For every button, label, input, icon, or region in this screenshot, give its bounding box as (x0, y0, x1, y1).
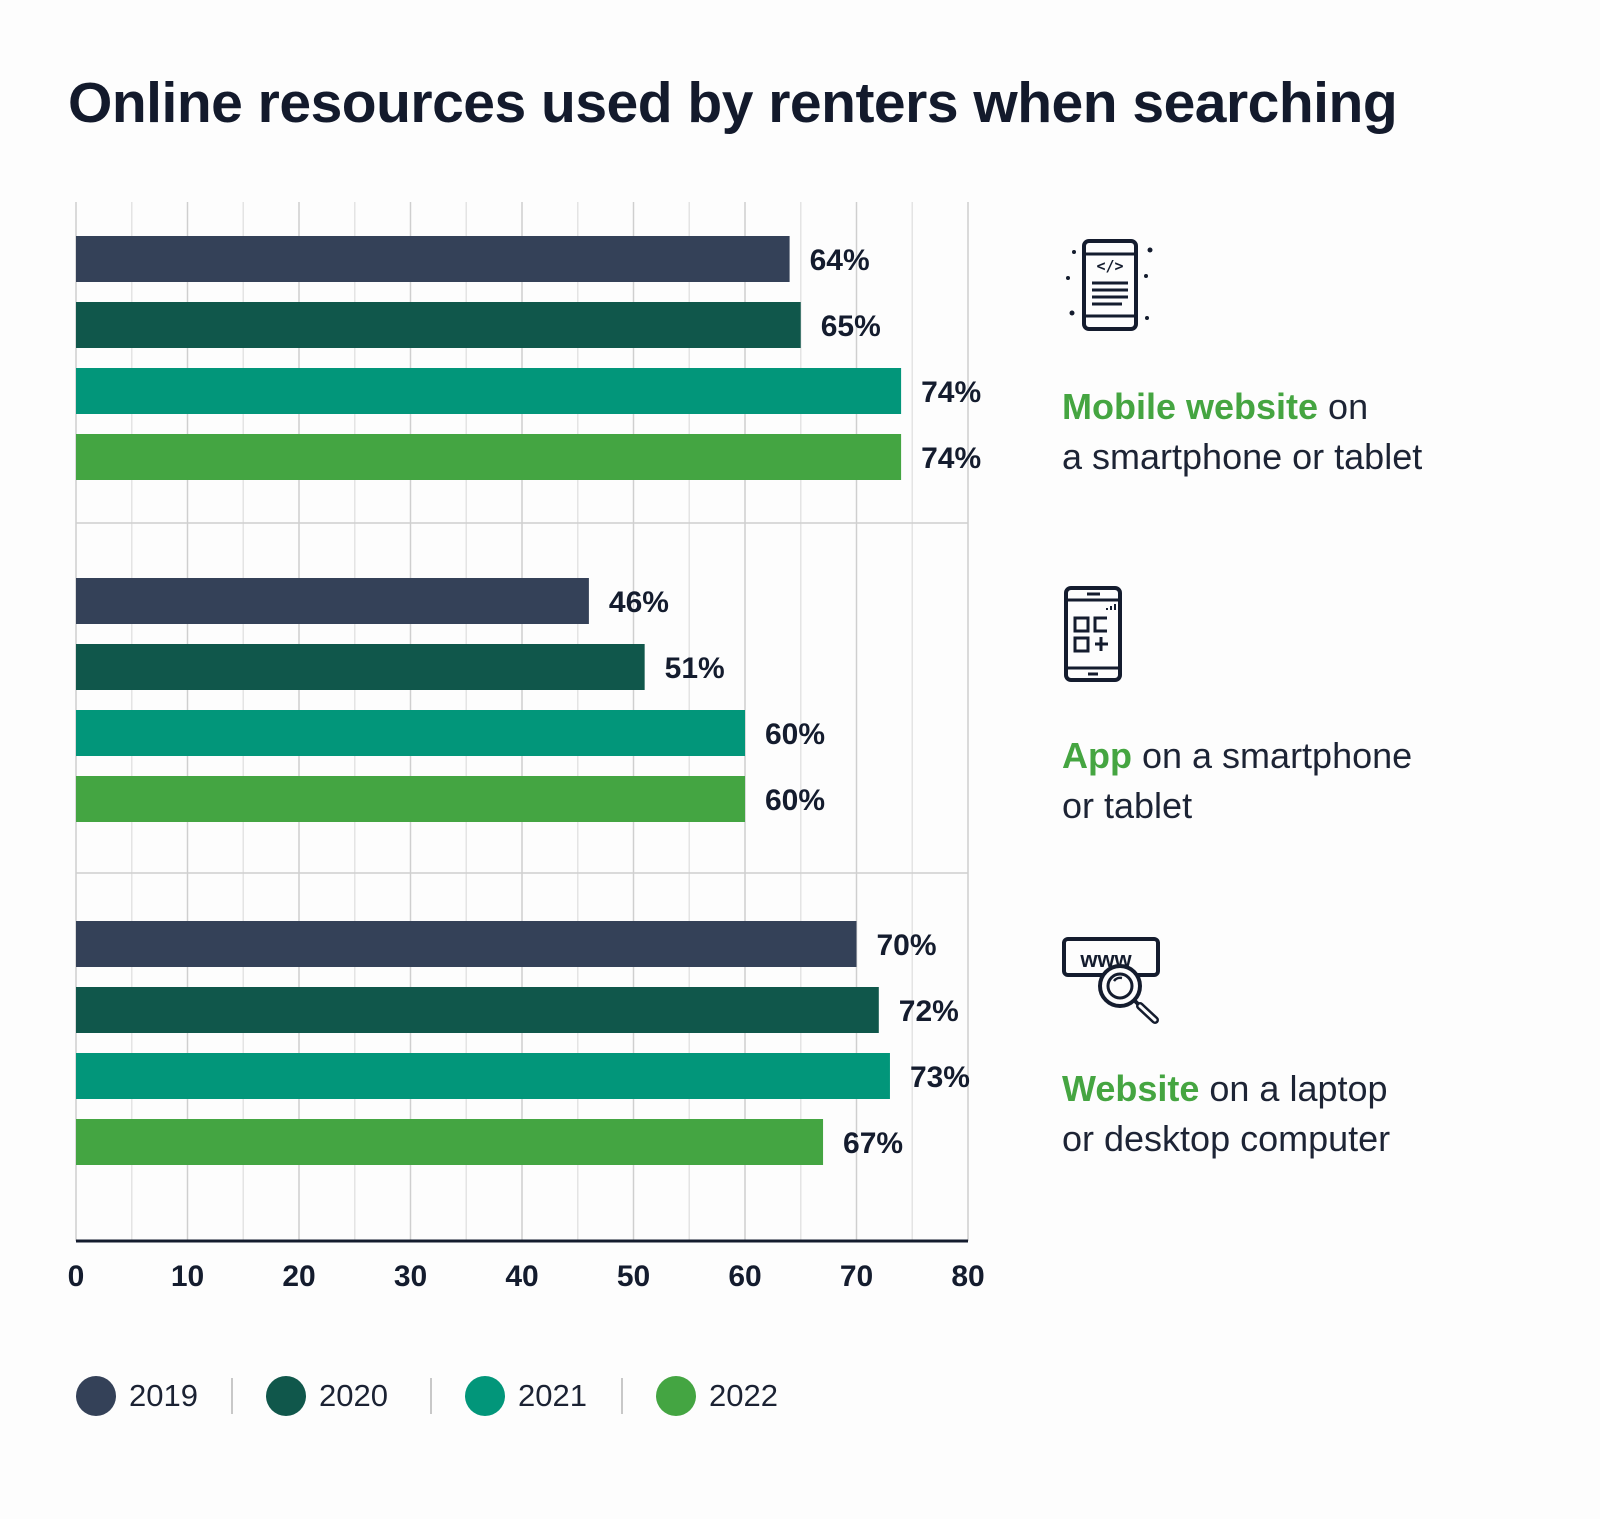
legend-swatch (656, 1376, 696, 1416)
x-tick-label: 70 (840, 1260, 873, 1293)
legend-divider (231, 1378, 233, 1414)
legend-divider (430, 1378, 432, 1414)
legend-label: 2022 (709, 1378, 778, 1413)
category-label: Mobile website on a smartphone or tablet (1062, 382, 1422, 482)
data-label: 70% (877, 929, 937, 962)
data-label: 51% (665, 652, 725, 685)
mobile-app-icon (1064, 586, 1122, 682)
category-label-rest: on a smartphone (1131, 735, 1413, 776)
x-tick-label: 80 (951, 1260, 984, 1293)
data-label: 46% (609, 586, 669, 619)
bar-2021 (76, 1053, 890, 1099)
bar-2020 (76, 302, 801, 348)
www-search-icon: www (1062, 937, 1160, 1024)
x-tick-label: 60 (728, 1260, 761, 1293)
legend-label: 2019 (129, 1378, 198, 1413)
category-label-line2: or tablet (1062, 785, 1193, 826)
category-label-highlight: Website (1062, 1068, 1200, 1109)
category-label-highlight: Mobile website (1062, 386, 1319, 427)
bar-2019 (76, 921, 857, 967)
category-label-rest: on a laptop (1199, 1068, 1388, 1109)
category-label: Website on a laptop or desktop computer (1062, 1064, 1390, 1164)
legend-label: 2021 (518, 1378, 587, 1413)
x-tick-label: 20 (282, 1260, 315, 1293)
x-tick-label: 50 (617, 1260, 650, 1293)
data-label: 65% (821, 310, 881, 343)
x-tick-label: 10 (171, 1260, 204, 1293)
legend-swatch (266, 1376, 306, 1416)
bar-2019 (76, 236, 790, 282)
bar-2022 (76, 1119, 824, 1165)
bar-2021 (76, 710, 745, 756)
svg-text:</>: </> (1096, 257, 1123, 275)
x-tick-label: 40 (505, 1260, 538, 1293)
data-label: 74% (921, 376, 981, 409)
data-label: 64% (810, 244, 870, 277)
x-tick-label: 30 (394, 1260, 427, 1293)
x-tick-label: 0 (68, 1260, 85, 1293)
bar-2022 (76, 776, 745, 822)
bar-2022 (76, 434, 902, 480)
mobile-website-icon: </> (1066, 239, 1153, 331)
chart-title: Online resources used by renters when se… (68, 71, 1398, 135)
bar-2019 (76, 578, 589, 624)
data-label: 72% (899, 995, 959, 1028)
bar-chart: 64% 65% 74% 74% 46% 51% 60% 60% 70% 72% 73%67% 0 10 2… (68, 202, 985, 1293)
data-label: 60% (765, 718, 825, 751)
legend-label: 2020 (319, 1378, 388, 1413)
category-label-line2: or desktop computer (1062, 1118, 1391, 1159)
legend-divider (621, 1378, 623, 1414)
category-label-highlight: App (1062, 735, 1132, 776)
data-label: 67% (843, 1127, 903, 1160)
bar-2020 (76, 987, 879, 1033)
data-label: 60% (765, 784, 825, 817)
category-label-rest: on (1318, 386, 1369, 427)
bar-2021 (76, 368, 902, 414)
category-label-line2: a smartphone or tablet (1062, 436, 1423, 477)
data-label: 73% (910, 1061, 970, 1094)
data-label: 74% (921, 442, 981, 475)
category-label: App on a smartphone or tablet (1062, 731, 1412, 831)
legend-swatch (465, 1376, 505, 1416)
bar-2020 (76, 644, 645, 690)
legend-swatch (76, 1376, 116, 1416)
